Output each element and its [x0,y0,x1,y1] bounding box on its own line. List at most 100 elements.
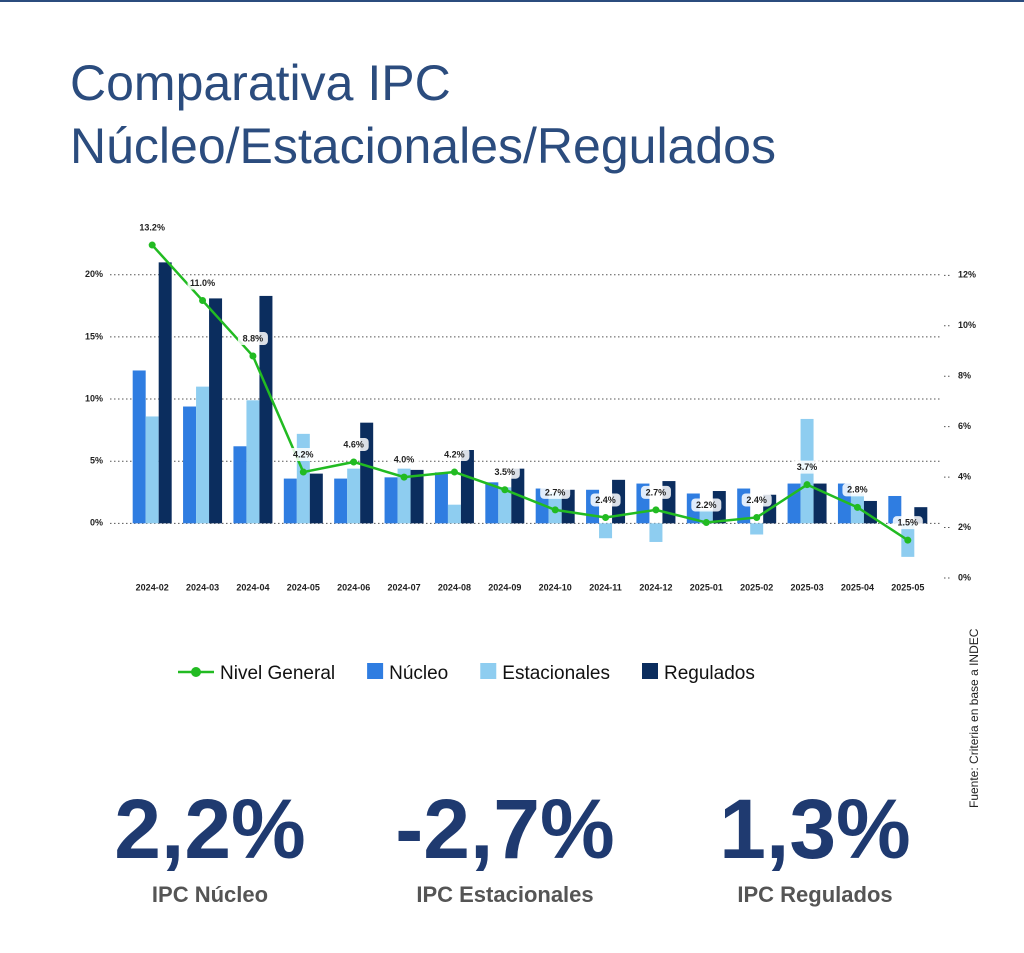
bar [397,468,411,524]
label-box [237,332,268,346]
line-marker [400,473,408,481]
stat-value: 1,3% [719,782,910,876]
legend-swatch [642,663,658,679]
bar [498,487,512,524]
label-box [640,485,671,499]
legend-item: Estacionales [480,663,610,684]
bar [384,477,398,524]
stat-label: IPC Núcleo [152,882,268,907]
bar [360,422,374,524]
y2-tick-label: 4% [958,471,971,481]
x-tick-label: 2024-10 [539,582,572,592]
line-marker [602,513,610,521]
y-tick-label: 5% [90,456,103,466]
y2-tick-label: 2% [958,522,971,532]
line [151,244,909,542]
bar [599,523,613,539]
bar [233,446,247,524]
bar [209,298,223,524]
stat-label: IPC Estacionales [416,882,593,907]
label-box [842,483,873,497]
title-line: Núcleo/Estacionales/Regulados [70,118,776,174]
data-label: 4.0% [394,454,415,464]
x-tick-label: 2024-04 [236,582,269,592]
label-box [590,493,621,507]
label-box [892,516,923,530]
legend-item: Regulados [642,663,755,684]
x-tick-label: 2024-11 [589,582,622,592]
line-marker [551,506,559,514]
data-label: 2.7% [646,487,667,497]
bar [787,483,801,524]
label-box [187,276,218,290]
data-label: 1.5% [898,518,919,528]
legend-label: Estacionales [502,663,610,684]
label-box [439,448,470,462]
data-label: 13.2% [139,222,165,232]
source: Fuente: Criteria en base a INDEC [967,628,981,808]
line-marker [501,486,509,494]
bar [447,504,461,524]
legend-swatch [367,663,384,679]
legend-swatch [480,663,497,679]
line-marker [853,503,861,511]
y2-tick-label: 0% [958,572,971,582]
legend-label: Regulados [664,663,755,684]
data-label: 2.7% [545,487,566,497]
bar [158,262,172,524]
label-box [137,221,168,235]
line-marker [702,519,710,527]
bar [485,482,499,524]
x-tick-label: 2024-08 [438,582,471,592]
data-label: 2.8% [847,485,868,495]
x-tick-label: 2025-01 [690,582,723,592]
label-box [338,437,369,451]
legend-item: Núcleo [367,663,448,684]
title-line: Comparativa IPC [70,55,451,111]
x-tick-label: 2025-05 [891,582,924,592]
bar [434,472,448,524]
bar [309,473,323,524]
legend-label: Núcleo [389,663,448,684]
bar [410,469,424,524]
y2-tick-label: 10% [958,320,976,330]
x-tick-label: 2024-09 [488,582,521,592]
data-label: 2.4% [595,495,616,505]
x-tick-label: 2024-12 [639,582,672,592]
data-label: 3.5% [495,467,516,477]
line-marker [803,481,811,489]
bar [183,406,197,524]
y2-tick-label: 6% [958,421,971,431]
bar [259,295,273,524]
data-label: 4.2% [444,449,465,459]
legend-label: Nivel General [220,663,335,684]
bar [699,509,713,524]
x-tick-label: 2024-02 [136,582,169,592]
data-label: 11.0% [190,278,215,288]
label-box [389,453,420,467]
bar [813,483,827,524]
data-label: 2.2% [696,500,717,510]
top-border [0,0,1024,2]
legend-item: Nivel General [178,663,335,684]
y2-tick-label: 8% [958,371,971,381]
bar [347,468,361,524]
legend-marker [191,667,201,677]
stat-value: -2,7% [395,782,614,876]
line-marker [249,352,257,360]
x-tick-label: 2024-06 [337,582,370,592]
data-label: 2.4% [746,495,767,505]
label-box [741,493,772,507]
line-marker [350,458,358,466]
y-tick-label: 10% [85,393,103,403]
stat-value: 2,2% [114,782,305,876]
x-tick-label: 2025-04 [841,582,874,592]
bar [246,400,260,524]
line-marker [904,536,912,544]
label-box [489,465,520,479]
data-label: 3.7% [797,462,818,472]
data-label: 8.8% [243,333,264,343]
label-box [288,448,319,462]
x-tick-label: 2024-07 [388,582,421,592]
